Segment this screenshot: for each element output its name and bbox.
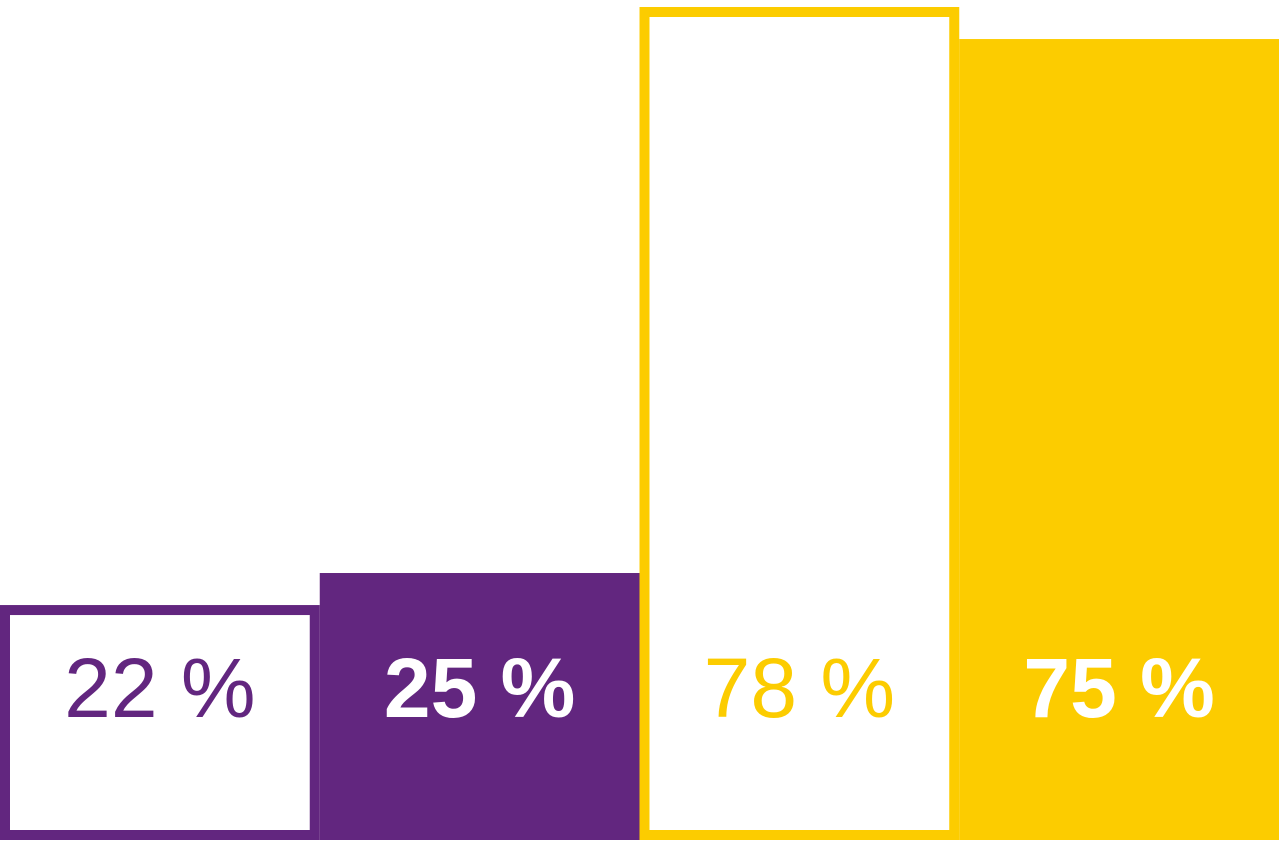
- bar: [639, 7, 960, 840]
- bar: [0, 605, 320, 840]
- bar: [319, 573, 640, 840]
- value-label: 78 %: [704, 641, 895, 735]
- value-label: 22 %: [64, 641, 255, 735]
- bar: [959, 39, 1279, 841]
- value-label: 75 %: [1023, 641, 1214, 735]
- value-label: 25 %: [384, 641, 575, 735]
